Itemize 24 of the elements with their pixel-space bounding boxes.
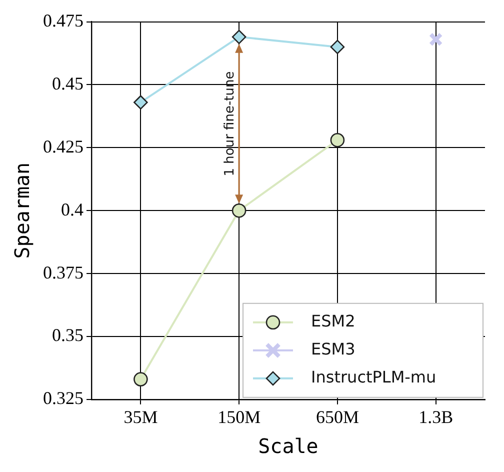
y-tick-label: 0.475 [43,10,84,31]
y-tick-label: 0.35 [52,325,84,346]
x-tick-label: 150M [218,406,261,427]
y-tick-label: 0.4 [61,199,84,220]
y-axis-title: Spearman [10,162,34,259]
y-tick-label: 0.375 [43,262,84,282]
y-tick-label: 0.325 [43,388,84,408]
x-axis-title: Scale [258,434,318,458]
point [330,40,345,54]
point [134,95,148,110]
point [232,30,246,44]
legend-label: InstructPLM-mu [311,368,436,387]
point [134,372,148,386]
legend-label: ESM3 [311,340,356,359]
x-tick-label: 650M [316,406,359,427]
point [330,132,345,148]
x-tick-label: 1.3B [418,406,454,427]
y-tick-label: 0.425 [43,136,84,156]
point [428,32,443,46]
y-tick-label: 0.45 [52,73,84,94]
annotation: 1 hour fine-tune [222,71,238,176]
legend-label: ESM2 [311,312,356,331]
point [232,203,246,218]
x-tick-label: 35M [124,406,158,427]
